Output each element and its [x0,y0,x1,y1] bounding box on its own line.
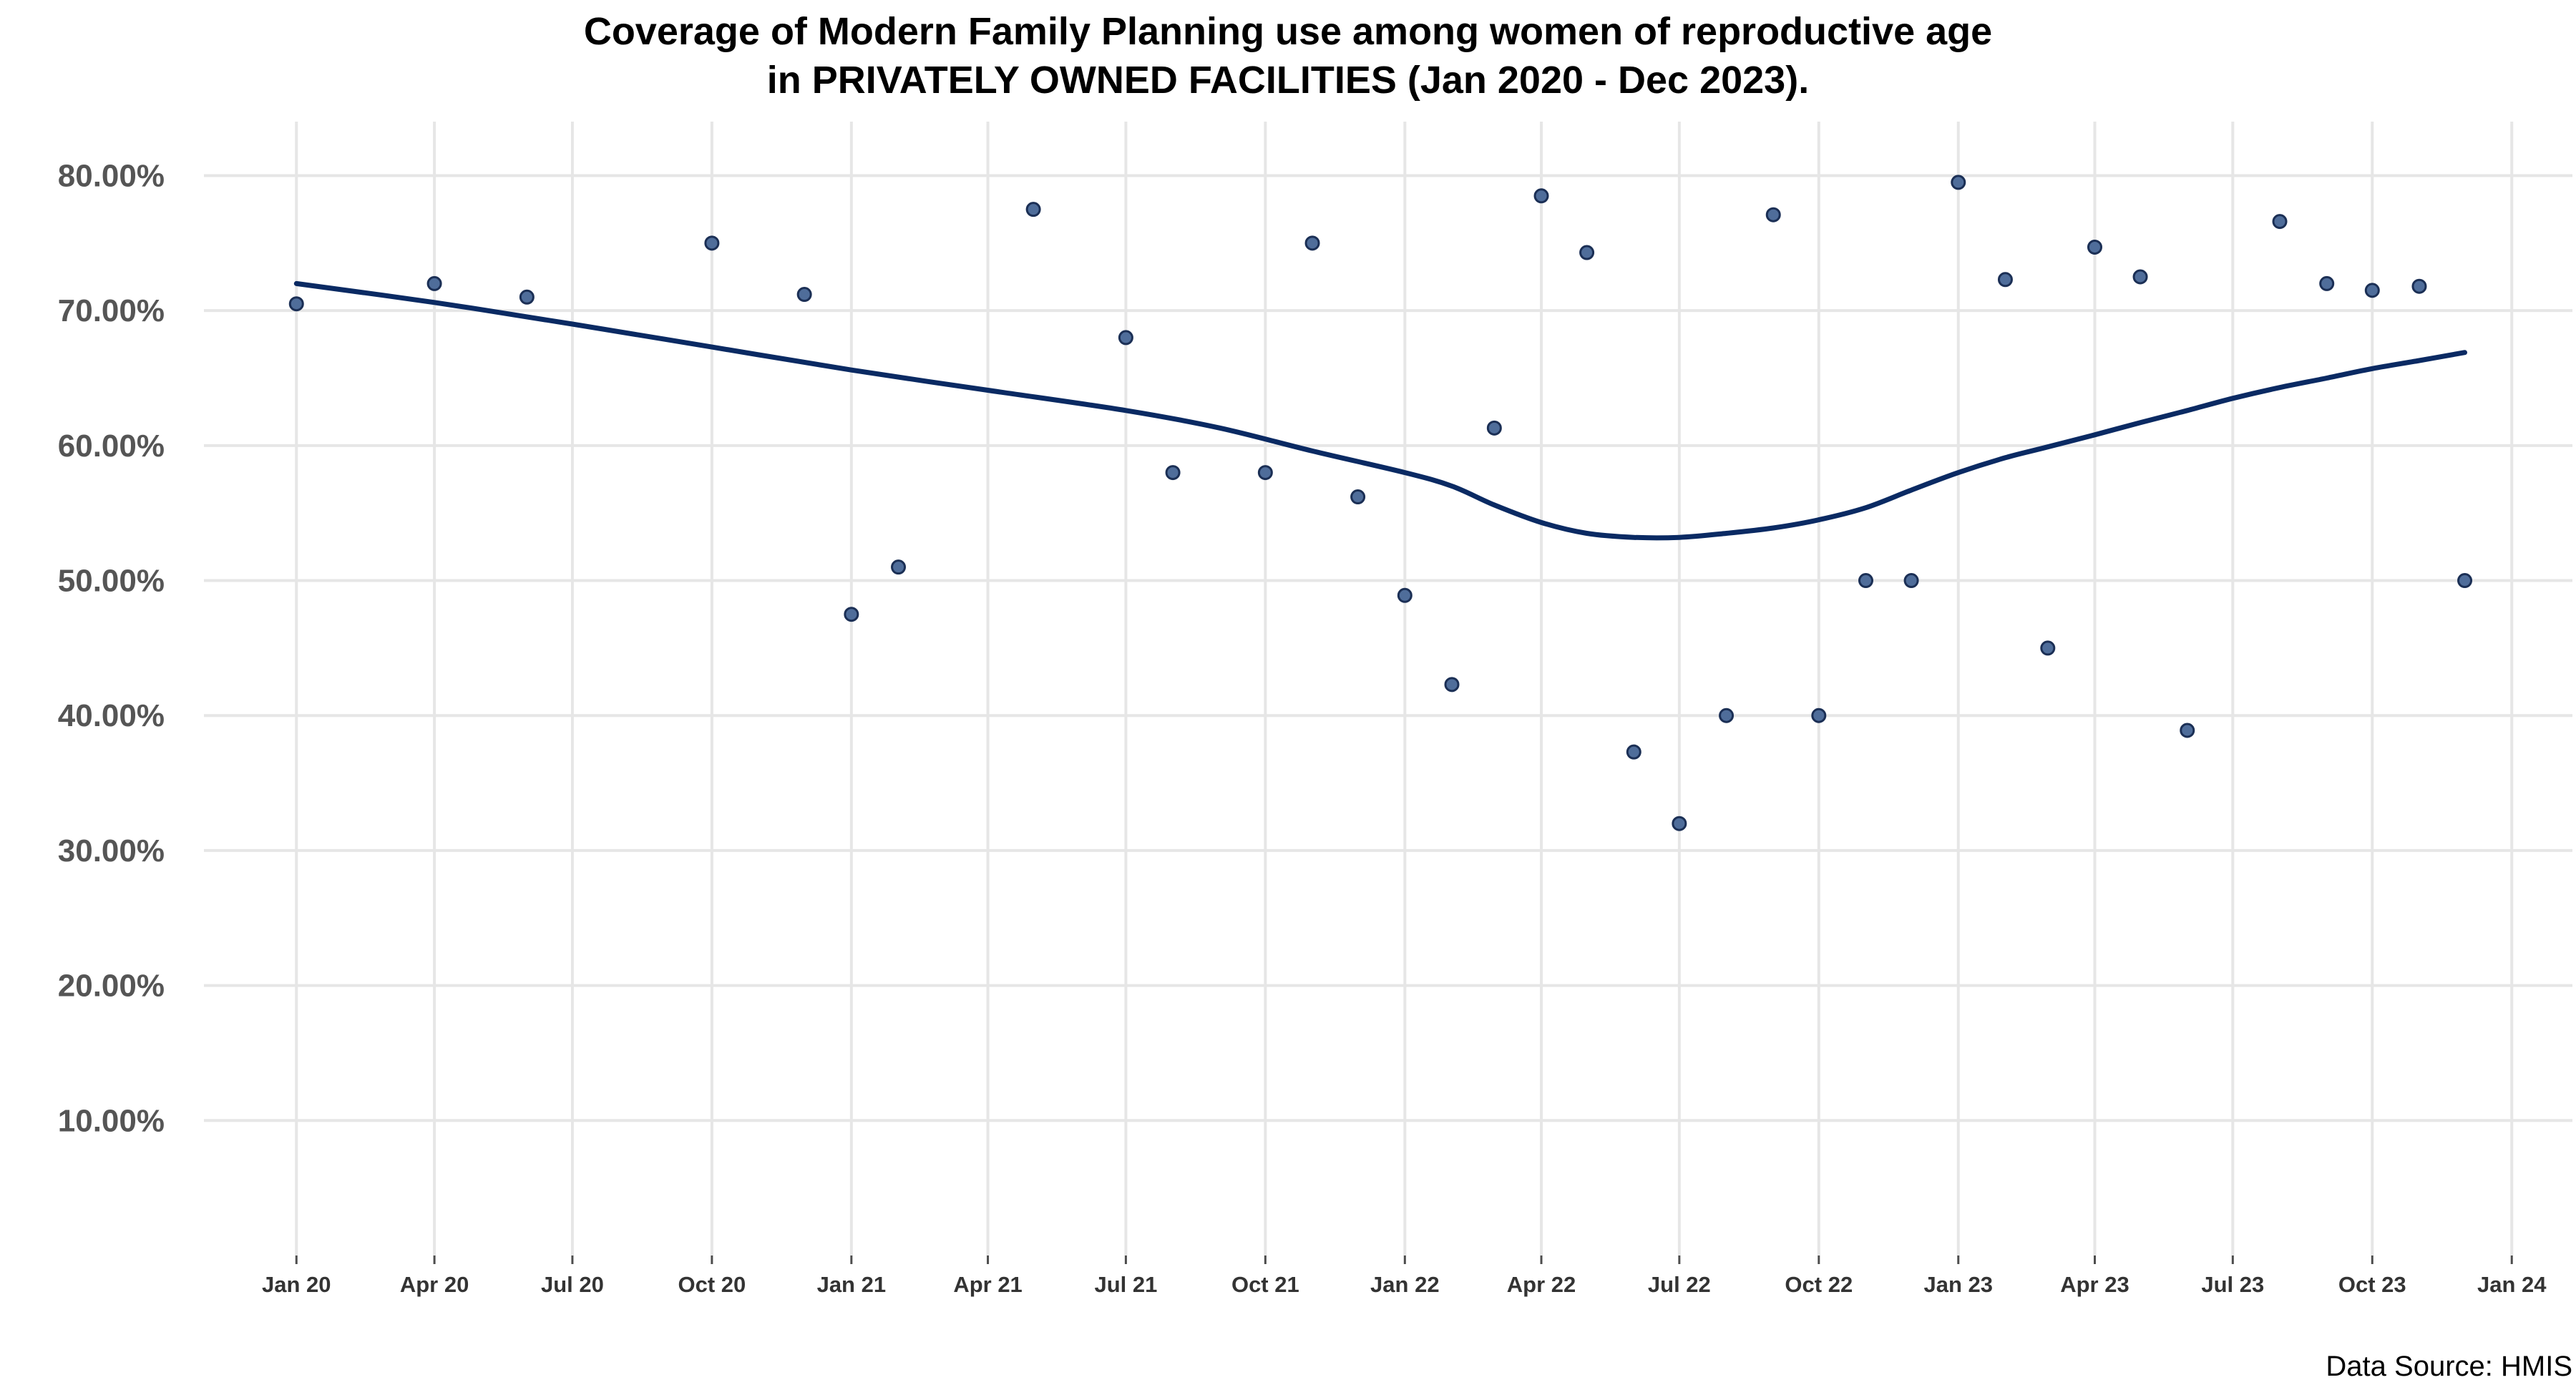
y-tick-label: 30.00% [58,833,165,868]
data-point [1350,489,1366,505]
y-tick-label: 60.00% [58,429,165,464]
x-tick-label: Oct 20 [678,1272,746,1297]
data-point [2457,573,2473,589]
data-point [1118,330,1133,346]
x-tick-label: Jan 20 [262,1272,331,1297]
data-point [2319,275,2335,291]
trend-line [293,280,2467,541]
data-point [2180,723,2195,738]
x-tick-label: Apr 21 [953,1272,1022,1297]
data-point [1951,175,1966,190]
x-tick-label: Oct 21 [1231,1272,1299,1297]
trend-layer [293,280,2467,541]
chart-title-line2: in PRIVATELY OWNED FACILITIES (Jan 2020 … [767,59,1809,102]
x-tick-label: Apr 20 [400,1272,469,1297]
x-tick-label: Jul 21 [1094,1272,1157,1297]
y-tick-label: 70.00% [58,293,165,328]
data-point [1397,587,1413,603]
data-point [1811,708,1827,723]
x-tick-label: Jan 23 [1924,1272,1994,1297]
data-point [1719,708,1735,723]
x-tick-label: Jan 24 [2477,1272,2547,1297]
data-point [2040,640,2056,656]
data-point [1579,245,1595,260]
x-tick-label: Jan 22 [1370,1272,1440,1297]
data-point [1486,420,1502,436]
grid-lines [204,122,2572,1256]
y-axis: 10.00% 20.00% 30.00% 40.00% 50.00% 60.00% 70.0… [58,158,165,1138]
y-tick-label: 40.00% [58,698,165,733]
data-point [2411,278,2427,294]
x-tick-label: Jul 22 [1648,1272,1711,1297]
data-point [1444,677,1460,692]
data-point [1765,207,1781,222]
data-point [1533,188,1549,204]
data-source-caption: Data Source: HMIS [2326,1351,2572,1382]
data-point [891,559,907,575]
data-point [426,275,442,291]
chart-title-line1: Coverage of Modern Family Planning use a… [584,10,1992,53]
data-point [288,296,304,312]
x-tick-label: Apr 23 [2060,1272,2129,1297]
data-point [2272,214,2288,230]
data-point [1672,816,1687,831]
x-tick-label: Jan 21 [817,1272,887,1297]
data-point [2087,239,2102,255]
y-tick-label: 20.00% [58,969,165,1004]
data-point [1903,573,1919,589]
data-point [1165,465,1181,481]
x-tick-label: Jul 20 [541,1272,604,1297]
data-points [288,175,2473,831]
x-tick-label: Oct 22 [1785,1272,1853,1297]
y-tick-label: 10.00% [58,1103,165,1138]
data-point [1025,202,1041,217]
data-point [519,289,535,305]
data-point [704,235,720,251]
data-point [1304,235,1320,251]
data-point [1997,272,2013,288]
data-point [796,287,812,303]
x-tick-label: Apr 22 [1507,1272,1576,1297]
x-tick-label: Oct 23 [2338,1272,2406,1297]
data-point [1257,465,1273,481]
data-point [2132,269,2148,285]
y-tick-label: 50.00% [58,564,165,599]
x-tick-label: Jul 23 [2201,1272,2264,1297]
data-point [1858,573,1874,589]
data-point [844,607,859,622]
y-tick-label: 80.00% [58,158,165,193]
data-point [2364,283,2380,298]
data-point [1626,744,1641,760]
x-axis: Jan 20 Apr 20 Jul 20 Oct 20 Jan 21 Apr 21 Jul … [262,1256,2547,1297]
